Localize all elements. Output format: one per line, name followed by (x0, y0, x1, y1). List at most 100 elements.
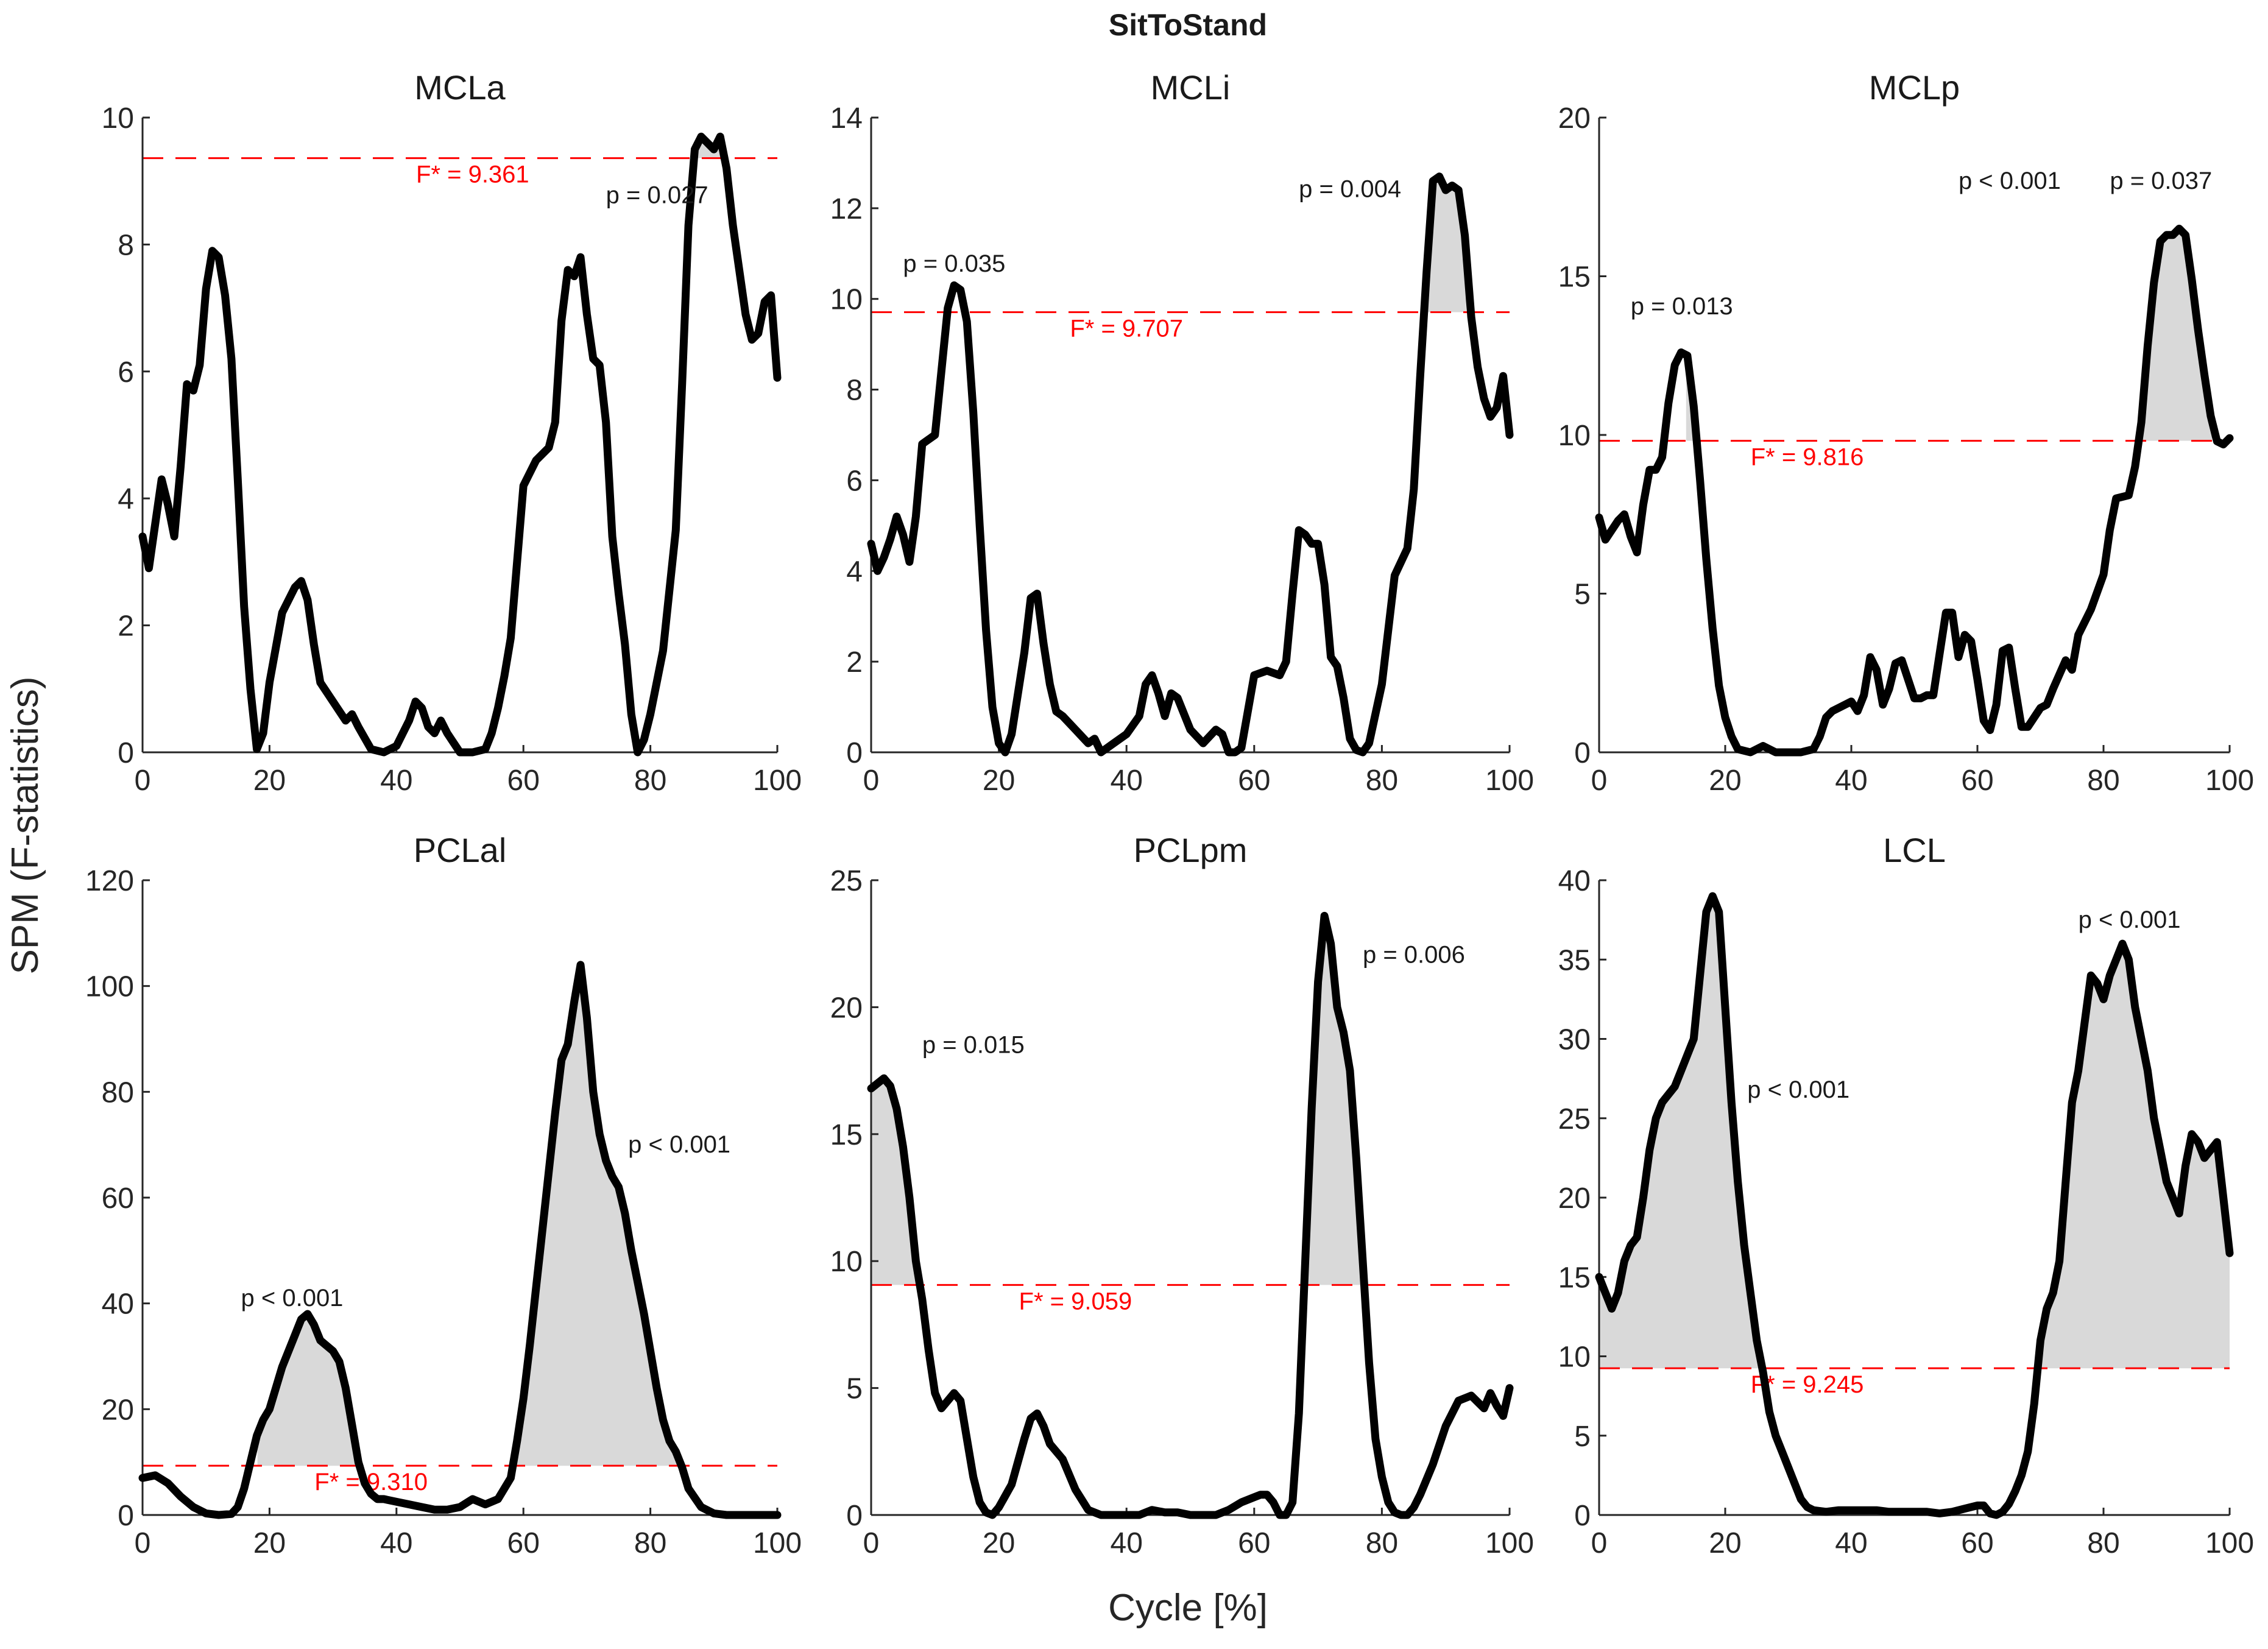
x-tick-label: 0 (135, 764, 151, 797)
y-tick-label: 60 (102, 1182, 134, 1215)
panel-title: LCL (1883, 831, 1946, 869)
x-tick-label: 0 (135, 1527, 151, 1559)
y-tick-label: 0 (846, 1500, 863, 1532)
y-tick-label: 20 (102, 1394, 134, 1426)
x-tick-label: 100 (1485, 764, 1534, 797)
x-tick-label: 80 (2087, 1527, 2119, 1559)
x-tick-label: 40 (1111, 1527, 1143, 1559)
cluster-fill (1427, 176, 1466, 312)
x-tick-label: 20 (1709, 764, 1741, 797)
p-value-label: p < 0.001 (628, 1131, 730, 1158)
y-tick-label: 4 (846, 556, 863, 588)
y-tick-label: 15 (1558, 261, 1591, 294)
y-tick-label: 10 (1558, 1341, 1591, 1374)
y-tick-label: 10 (830, 284, 863, 316)
x-tick-label: 0 (1591, 764, 1608, 797)
threshold-label: F* = 9.059 (1019, 1288, 1132, 1315)
y-axis-label: SPM (F-statistics) (4, 676, 46, 974)
cluster-fill (1599, 896, 1768, 1369)
spm-curve (138, 132, 782, 757)
p-value-label: p = 0.027 (606, 182, 708, 209)
panel-title: MCLa (414, 68, 506, 107)
spm-curve (867, 911, 1514, 1519)
x-tick-label: 0 (1591, 1527, 1608, 1559)
y-tick-label: 0 (1574, 737, 1591, 769)
y-tick-label: 35 (1558, 944, 1591, 976)
x-tick-label: 80 (1366, 764, 1398, 797)
spm-curve (1595, 224, 2234, 757)
y-tick-label: 2 (846, 646, 863, 679)
y-tick-label: 10 (1558, 420, 1591, 452)
y-tick-label: 0 (1574, 1500, 1591, 1532)
y-tick-label: 15 (1558, 1262, 1591, 1294)
y-tick-label: 5 (1574, 579, 1591, 611)
y-tick-label: 6 (846, 465, 863, 497)
threshold-label: F* = 9.816 (1751, 444, 1864, 471)
x-tick-label: 80 (2087, 764, 2119, 797)
y-tick-label: 5 (846, 1373, 863, 1405)
p-value-label: p = 0.004 (1299, 175, 1401, 202)
x-tick-label: 20 (1709, 1527, 1741, 1559)
y-tick-label: 40 (1558, 865, 1591, 897)
p-value-label: p = 0.006 (1363, 941, 1465, 968)
y-tick-label: 4 (118, 483, 134, 515)
y-tick-label: 120 (85, 865, 134, 897)
cluster-fill (2038, 944, 2230, 1369)
y-tick-label: 20 (830, 992, 863, 1024)
x-tick-label: 20 (983, 764, 1015, 797)
y-tick-label: 40 (102, 1288, 134, 1321)
x-tick-label: 60 (1238, 1527, 1270, 1559)
y-tick-label: 14 (830, 102, 863, 135)
p-value-label: p = 0.013 (1631, 293, 1733, 320)
figure-title: SitToStand (1109, 8, 1267, 42)
y-tick-label: 5 (1574, 1421, 1591, 1453)
y-tick-label: 10 (830, 1246, 863, 1278)
panel-title: MCLi (1151, 68, 1231, 107)
p-value-label: p = 0.035 (903, 250, 1005, 277)
y-tick-label: 20 (1558, 1182, 1591, 1215)
p-value-label: p < 0.001 (241, 1285, 344, 1312)
y-tick-label: 6 (118, 356, 134, 389)
y-tick-label: 12 (830, 193, 863, 225)
x-tick-label: 60 (1961, 1527, 1993, 1559)
cluster-fill (257, 1314, 368, 1466)
y-tick-label: 8 (118, 229, 134, 261)
y-tick-label: 30 (1558, 1024, 1591, 1056)
y-tick-label: 0 (846, 737, 863, 769)
x-tick-label: 80 (1366, 1527, 1398, 1559)
y-tick-label: 80 (102, 1076, 134, 1109)
x-tick-label: 40 (1835, 764, 1867, 797)
spm-curve (1595, 892, 2234, 1519)
threshold-label: F* = 9.707 (1070, 316, 1183, 342)
y-tick-label: 10 (102, 102, 134, 135)
y-tick-label: 25 (1558, 1103, 1591, 1135)
x-tick-label: 100 (2205, 1527, 2254, 1559)
panel-pclpm: F* = 9.059 0 20 40 60 80 100 0 5 10 15 20 25 p = 0.01… (830, 831, 1534, 1559)
x-tick-label: 40 (1111, 764, 1143, 797)
x-tick-label: 100 (2205, 764, 2254, 797)
x-tick-label: 0 (863, 1527, 880, 1559)
cluster-fill (512, 964, 681, 1466)
x-tick-label: 40 (380, 764, 412, 797)
x-tick-label: 60 (1238, 764, 1270, 797)
panel-mcli: F* = 9.707 0 20 40 60 80 100 0 2 4 6 8 10 12 14 p = 0.0… (830, 68, 1534, 797)
p-value-label: p = 0.037 (2110, 168, 2212, 194)
panel-mcla: F* = 9.361 0 20 40 60 80 100 0 2 4 6 8 10 p = 0.027 MC… (102, 68, 802, 797)
panel-title: PCLpm (1134, 831, 1248, 869)
x-tick-label: 40 (1835, 1527, 1867, 1559)
x-tick-label: 20 (253, 1527, 286, 1559)
y-tick-label: 0 (118, 1500, 134, 1532)
x-tick-label: 0 (863, 764, 880, 797)
x-tick-label: 80 (634, 764, 666, 797)
x-axis-label: Cycle [%] (1108, 1587, 1268, 1629)
panel-title: MCLp (1869, 68, 1960, 107)
y-tick-label: 0 (118, 737, 134, 769)
y-tick-label: 8 (846, 375, 863, 407)
spm-curve (138, 961, 782, 1519)
y-tick-label: 2 (118, 610, 134, 643)
x-tick-label: 100 (753, 1527, 802, 1559)
x-tick-label: 100 (1485, 1527, 1534, 1559)
x-tick-label: 100 (753, 764, 802, 797)
